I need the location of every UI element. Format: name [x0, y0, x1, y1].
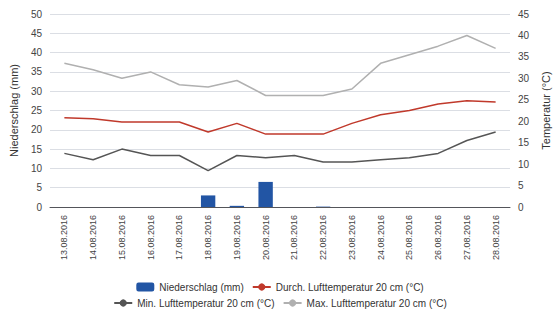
svg-text:10: 10 — [31, 163, 43, 174]
svg-text:35: 35 — [31, 66, 43, 77]
svg-text:50: 50 — [31, 9, 43, 20]
svg-text:14.08.2016: 14.08.2016 — [88, 215, 98, 260]
svg-text:45: 45 — [518, 9, 530, 20]
svg-text:19.08.2016: 19.08.2016 — [232, 215, 242, 260]
svg-text:40: 40 — [518, 30, 530, 41]
svg-text:Niederschlag (mm): Niederschlag (mm) — [159, 282, 243, 293]
svg-text:0: 0 — [36, 202, 42, 213]
svg-text:18.08.2016: 18.08.2016 — [203, 215, 213, 260]
svg-text:26.08.2016: 26.08.2016 — [433, 215, 443, 260]
svg-text:23.08.2016: 23.08.2016 — [347, 215, 357, 260]
svg-text:30: 30 — [31, 86, 43, 97]
svg-text:0: 0 — [518, 202, 524, 213]
svg-text:5: 5 — [36, 182, 42, 193]
svg-text:45: 45 — [31, 28, 43, 39]
svg-text:40: 40 — [31, 47, 43, 58]
svg-text:35: 35 — [518, 51, 530, 62]
svg-text:Max. Lufttemperatur 20 cm (°C): Max. Lufttemperatur 20 cm (°C) — [307, 298, 447, 309]
svg-text:5: 5 — [518, 180, 524, 191]
svg-text:13.08.2016: 13.08.2016 — [59, 215, 69, 260]
svg-text:Niederschlag (mm): Niederschlag (mm) — [8, 64, 20, 157]
svg-text:15: 15 — [31, 144, 43, 155]
svg-text:24.08.2016: 24.08.2016 — [376, 215, 386, 260]
svg-text:22.08.2016: 22.08.2016 — [318, 215, 328, 260]
svg-text:Temperatur (°C): Temperatur (°C) — [540, 71, 552, 149]
svg-text:20: 20 — [518, 116, 530, 127]
svg-text:20.08.2016: 20.08.2016 — [261, 215, 271, 260]
svg-text:10: 10 — [518, 159, 530, 170]
svg-text:21.08.2016: 21.08.2016 — [289, 215, 299, 260]
svg-text:25: 25 — [31, 105, 43, 116]
svg-text:Min. Lufttemperatur 20 cm (°C): Min. Lufttemperatur 20 cm (°C) — [137, 298, 274, 309]
svg-text:30: 30 — [518, 73, 530, 84]
svg-text:17.08.2016: 17.08.2016 — [174, 215, 184, 260]
svg-text:Durch. Lufttemperatur 20 cm (°: Durch. Lufttemperatur 20 cm (°C) — [276, 282, 424, 293]
svg-text:15.08.2016: 15.08.2016 — [117, 215, 127, 260]
svg-text:25: 25 — [518, 94, 530, 105]
svg-text:15: 15 — [518, 137, 530, 148]
svg-text:25.08.2016: 25.08.2016 — [404, 215, 414, 260]
svg-text:28.08.2016: 28.08.2016 — [491, 215, 501, 260]
svg-text:27.08.2016: 27.08.2016 — [462, 215, 472, 260]
svg-text:20: 20 — [31, 124, 43, 135]
svg-text:16.08.2016: 16.08.2016 — [146, 215, 156, 260]
